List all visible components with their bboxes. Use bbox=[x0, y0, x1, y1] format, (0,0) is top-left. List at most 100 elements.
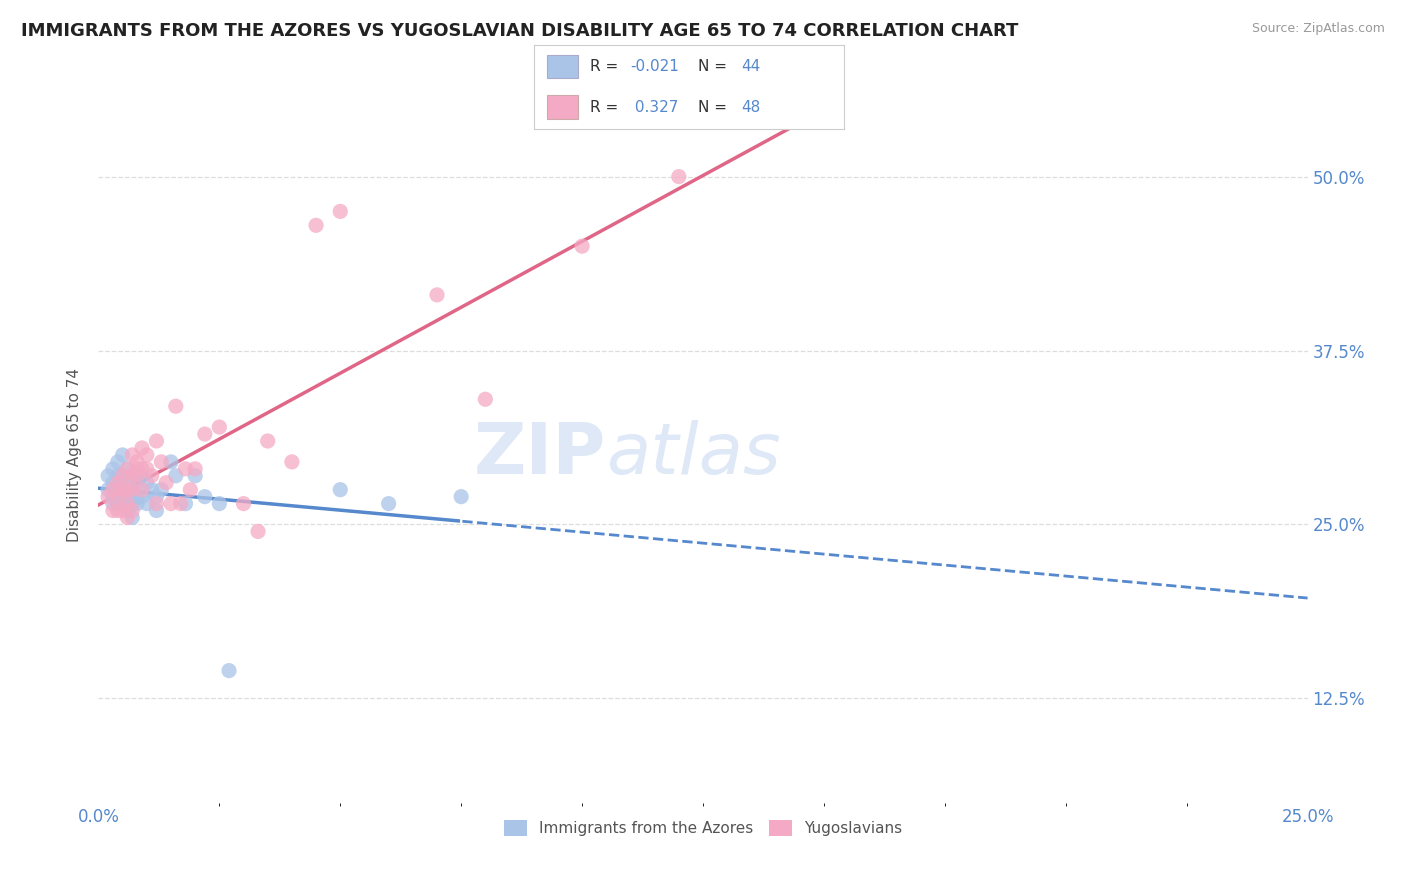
Point bbox=[131, 462, 153, 476]
Point bbox=[107, 490, 129, 504]
Point bbox=[208, 420, 231, 434]
Point bbox=[117, 497, 139, 511]
Point bbox=[107, 455, 129, 469]
Point bbox=[131, 468, 153, 483]
Point bbox=[107, 490, 129, 504]
Point bbox=[135, 462, 157, 476]
Point bbox=[117, 503, 139, 517]
Point bbox=[474, 392, 496, 407]
Y-axis label: Disability Age 65 to 74: Disability Age 65 to 74 bbox=[67, 368, 83, 542]
Point bbox=[107, 483, 129, 497]
Point bbox=[165, 468, 187, 483]
Point bbox=[107, 503, 129, 517]
Point bbox=[179, 483, 201, 497]
Text: ZIP: ZIP bbox=[474, 420, 606, 490]
Point bbox=[232, 497, 254, 511]
Point bbox=[121, 503, 143, 517]
Point bbox=[127, 462, 149, 476]
Point bbox=[160, 497, 183, 511]
Text: N =: N = bbox=[699, 100, 733, 115]
Point bbox=[97, 490, 120, 504]
Point bbox=[450, 490, 472, 504]
Point bbox=[150, 483, 173, 497]
Point bbox=[121, 483, 143, 497]
Point bbox=[194, 490, 217, 504]
Point bbox=[107, 497, 129, 511]
Point bbox=[305, 219, 328, 233]
Point bbox=[141, 468, 163, 483]
Point bbox=[117, 475, 139, 490]
Point bbox=[571, 239, 593, 253]
Point bbox=[668, 169, 690, 184]
Point bbox=[101, 483, 124, 497]
Point bbox=[107, 468, 129, 483]
Point bbox=[111, 483, 134, 497]
Point bbox=[127, 468, 149, 483]
Point bbox=[121, 497, 143, 511]
Point bbox=[101, 475, 124, 490]
Point bbox=[135, 448, 157, 462]
Text: N =: N = bbox=[699, 59, 733, 74]
Point bbox=[97, 483, 120, 497]
Point bbox=[97, 468, 120, 483]
Point bbox=[174, 497, 197, 511]
Point bbox=[117, 483, 139, 497]
Point bbox=[121, 468, 143, 483]
Point bbox=[329, 204, 352, 219]
Point bbox=[174, 462, 197, 476]
Text: -0.021: -0.021 bbox=[630, 59, 679, 74]
Point bbox=[145, 490, 167, 504]
Point bbox=[145, 497, 167, 511]
Point bbox=[150, 455, 173, 469]
Point bbox=[169, 497, 191, 511]
Point bbox=[111, 448, 134, 462]
Point bbox=[165, 399, 187, 413]
Point bbox=[145, 434, 167, 448]
Point bbox=[111, 497, 134, 511]
Text: IMMIGRANTS FROM THE AZORES VS YUGOSLAVIAN DISABILITY AGE 65 TO 74 CORRELATION CH: IMMIGRANTS FROM THE AZORES VS YUGOSLAVIA… bbox=[21, 22, 1018, 40]
Text: 48: 48 bbox=[741, 100, 761, 115]
Text: R =: R = bbox=[591, 100, 623, 115]
Point bbox=[155, 475, 177, 490]
Point bbox=[208, 497, 231, 511]
Point bbox=[256, 434, 278, 448]
Point bbox=[127, 490, 149, 504]
Point bbox=[121, 483, 143, 497]
Bar bbox=[547, 95, 578, 120]
Point bbox=[117, 462, 139, 476]
Point bbox=[111, 468, 134, 483]
Point bbox=[101, 503, 124, 517]
Text: 44: 44 bbox=[741, 59, 761, 74]
Point bbox=[141, 483, 163, 497]
Point bbox=[117, 490, 139, 504]
Point bbox=[131, 490, 153, 504]
Point bbox=[121, 510, 143, 524]
Point bbox=[145, 503, 167, 517]
Point bbox=[329, 483, 352, 497]
Legend: Immigrants from the Azores, Yugoslavians: Immigrants from the Azores, Yugoslavians bbox=[496, 813, 910, 844]
Point bbox=[101, 497, 124, 511]
Point bbox=[135, 475, 157, 490]
Point bbox=[247, 524, 270, 539]
Point bbox=[121, 448, 143, 462]
Point bbox=[194, 427, 217, 442]
Point bbox=[101, 462, 124, 476]
Point bbox=[426, 288, 449, 302]
Point bbox=[135, 497, 157, 511]
Point bbox=[127, 497, 149, 511]
Text: atlas: atlas bbox=[606, 420, 780, 490]
Point bbox=[111, 503, 134, 517]
Point bbox=[127, 455, 149, 469]
Text: Source: ZipAtlas.com: Source: ZipAtlas.com bbox=[1251, 22, 1385, 36]
Point bbox=[117, 462, 139, 476]
Bar bbox=[547, 54, 578, 78]
Point bbox=[218, 664, 240, 678]
Text: R =: R = bbox=[591, 59, 623, 74]
Point bbox=[121, 468, 143, 483]
Text: 0.327: 0.327 bbox=[630, 100, 679, 115]
Point bbox=[117, 510, 139, 524]
Point bbox=[184, 468, 207, 483]
Point bbox=[111, 468, 134, 483]
Point bbox=[184, 462, 207, 476]
Point bbox=[111, 483, 134, 497]
